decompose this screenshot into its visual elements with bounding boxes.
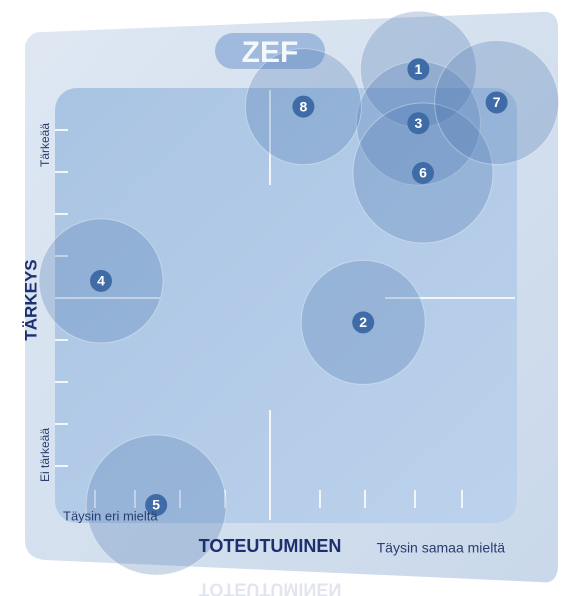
bubble-badge xyxy=(485,91,508,114)
x-axis-label-reflection: TOTEUTUMINEN xyxy=(199,579,342,596)
bubbles: 1 2 3 4 5 6 7 8 xyxy=(38,10,560,576)
y-axis-label: TÄRKEYS xyxy=(21,259,40,340)
bubble-badge xyxy=(412,162,434,184)
bubble-label: 3 xyxy=(415,115,423,131)
bubble-badge xyxy=(90,269,112,292)
bubble-label: 7 xyxy=(493,94,501,110)
bubble-badge xyxy=(407,58,430,81)
ticks xyxy=(55,90,515,520)
bubble-label: 4 xyxy=(97,273,105,289)
bubble-label: 2 xyxy=(359,314,367,330)
chart-title: ZEF xyxy=(242,36,299,69)
bubble-badge xyxy=(352,311,375,334)
bubble-label: 5 xyxy=(152,497,160,513)
bubble-badge xyxy=(407,112,430,135)
x-right-label: Täysin samaa mieltä xyxy=(377,540,506,556)
x-axis-label: TOTEUTUMINEN xyxy=(199,536,342,556)
y-bottom-label: Ei tärkeää xyxy=(38,428,52,482)
bubble-badge xyxy=(292,95,315,118)
plot-area xyxy=(55,88,517,523)
bubble-label: 6 xyxy=(419,165,427,181)
y-top-label: Tärkeää xyxy=(38,123,52,167)
bubble-label: 8 xyxy=(300,98,308,114)
x-left-label: Täysin eri mieltä xyxy=(63,508,158,523)
bubble-badge xyxy=(145,494,168,516)
bubble-label: 1 xyxy=(415,61,423,77)
title-badge xyxy=(215,33,325,69)
